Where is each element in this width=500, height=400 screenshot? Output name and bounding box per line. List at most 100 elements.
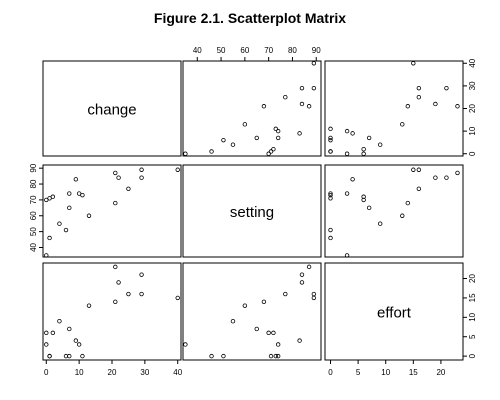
diagonal-label-effort: effort <box>377 305 412 322</box>
scatter-point <box>405 104 410 109</box>
panel-setting-vs-change <box>42 164 182 258</box>
scatter-point <box>126 291 131 297</box>
scatter-point <box>405 200 410 206</box>
scatter-point <box>86 213 92 218</box>
scatter-point <box>242 122 248 127</box>
scatter-point <box>311 61 317 66</box>
scatter-point <box>57 221 62 226</box>
scatter-point <box>328 135 333 141</box>
scatter-point <box>306 104 312 109</box>
x-tick-label-effort: 20 <box>436 368 445 377</box>
x-tick-label-setting: 80 <box>288 46 297 55</box>
y-tick-label-change: 30 <box>468 81 477 90</box>
scatter-point <box>73 338 79 343</box>
scatter-point <box>400 122 405 127</box>
panel-setting-vs-effort <box>324 164 464 258</box>
scatter-point <box>266 151 271 156</box>
y-tick-label-change: 20 <box>468 104 477 113</box>
scatter-point <box>350 177 355 182</box>
x-tick-label-effort: 10 <box>381 368 390 377</box>
y-tick-label-setting: 70 <box>29 195 38 204</box>
chart-title: Figure 2.1. Scatterplot Matrix <box>153 10 347 26</box>
scatter-point <box>113 299 118 304</box>
panel-effort-vs-effort <box>324 262 464 361</box>
x-tick-label-effort: 0 <box>328 368 333 377</box>
scatter-point <box>411 167 416 172</box>
y-tick-label-effort: 10 <box>468 312 477 321</box>
scatter-point <box>400 213 405 218</box>
y-tick-label-effort: 20 <box>468 274 477 283</box>
scatter-point <box>126 186 131 191</box>
scatter-point <box>50 330 56 336</box>
scatter-point <box>183 151 188 156</box>
scatter-point <box>299 101 305 107</box>
scatter-point <box>57 319 62 324</box>
scatter-point <box>76 342 82 347</box>
scatter-point <box>175 167 180 172</box>
scatter-point <box>139 175 144 180</box>
scatter-point <box>328 126 333 132</box>
panel-change-vs-change <box>42 60 182 157</box>
y-tick-label-setting: 80 <box>29 179 38 188</box>
scatter-point <box>299 280 305 285</box>
diagonal-label-change: change <box>87 102 136 119</box>
scatter-point <box>283 94 288 100</box>
scatter-point <box>444 175 449 180</box>
scatter-point <box>230 319 236 324</box>
x-tick-label-change: 0 <box>44 368 49 377</box>
scatter-point <box>306 264 312 270</box>
scatter-point <box>328 137 333 143</box>
scatter-point <box>416 85 422 91</box>
scatter-point <box>113 170 118 176</box>
panel-change-vs-effort <box>324 60 464 157</box>
scatter-point <box>411 61 416 66</box>
x-tick-label-setting: 70 <box>264 46 273 55</box>
scatter-point <box>361 147 366 152</box>
scatter-point <box>416 186 422 191</box>
scatter-point <box>273 353 278 359</box>
panel-change-vs-setting <box>182 60 322 157</box>
scatter-point <box>116 175 121 180</box>
scatter-point <box>44 330 49 336</box>
scatter-point <box>113 200 118 206</box>
x-tick-label-setting: 50 <box>217 46 226 55</box>
scatter-point <box>275 342 281 347</box>
scatter-point <box>271 147 276 152</box>
scatter-point <box>328 227 333 233</box>
scatter-point <box>116 280 121 285</box>
x-tick-label-setting: 90 <box>312 46 321 55</box>
panel-effort-vs-change <box>42 262 182 361</box>
scatter-point <box>299 272 305 277</box>
scatter-point <box>254 135 259 141</box>
scatter-point <box>344 128 350 134</box>
scatter-point <box>444 85 449 91</box>
scatter-point <box>275 128 281 134</box>
x-tick-label-change: 40 <box>173 368 182 377</box>
scatter-point <box>221 353 226 359</box>
scatter-point <box>328 149 333 154</box>
scatter-point <box>47 235 52 241</box>
scatter-point <box>311 291 317 297</box>
y-tick-label-setting: 50 <box>29 227 38 236</box>
scatter-point <box>299 85 305 91</box>
scatter-point <box>139 291 144 297</box>
scatter-point <box>80 353 85 359</box>
y-tick-label-setting: 40 <box>29 242 38 251</box>
scatter-point <box>433 175 438 180</box>
panel-setting-vs-setting <box>182 164 322 258</box>
scatter-point <box>63 353 69 359</box>
scatter-point <box>433 101 438 107</box>
scatter-point <box>63 227 69 233</box>
scatter-point <box>175 295 180 301</box>
scatter-point <box>183 342 188 347</box>
scatter-point <box>275 135 281 141</box>
scatter-point <box>139 167 144 172</box>
scatter-point <box>416 167 422 172</box>
scatter-point <box>47 196 52 201</box>
scatter-point <box>366 135 372 141</box>
scatter-point <box>268 353 274 359</box>
scatter-point <box>378 221 383 226</box>
scatter-point <box>113 264 118 270</box>
scatter-point <box>328 192 333 198</box>
